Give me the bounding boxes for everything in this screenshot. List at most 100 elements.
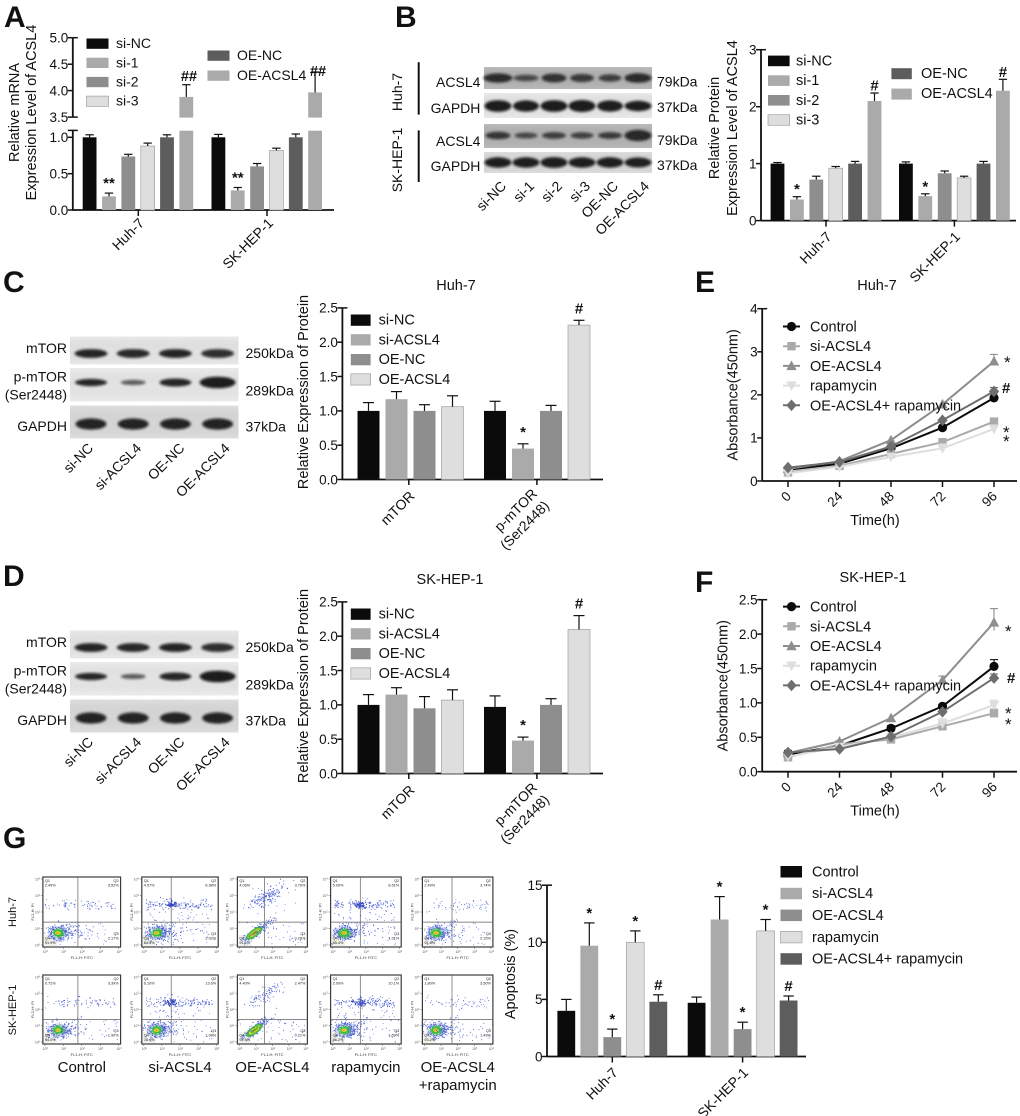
- svg-text:101: 101: [415, 927, 421, 931]
- svg-text:si-NC: si-NC: [796, 53, 832, 69]
- svg-text:103: 103: [287, 1047, 293, 1051]
- svg-text:Expression Level of ACSL4: Expression Level of ACSL4: [24, 25, 40, 201]
- svg-text:250kDa: 250kDa: [246, 639, 294, 655]
- svg-text:8.98%: 8.98%: [205, 884, 216, 888]
- svg-text:ACSL4: ACSL4: [436, 74, 481, 90]
- svg-text:37kDa: 37kDa: [657, 157, 698, 173]
- svg-text:##: ##: [181, 69, 197, 85]
- svg-text:si-NC: si-NC: [379, 607, 415, 623]
- svg-text:102: 102: [230, 1008, 236, 1012]
- svg-text:101: 101: [134, 927, 140, 931]
- svg-text:rapamycin: rapamycin: [810, 379, 877, 395]
- svg-text:FL1-H: FITC: FL1-H: FITC: [355, 955, 377, 960]
- svg-text:rapamycin: rapamycin: [810, 659, 877, 675]
- svg-text:0.0: 0.0: [50, 203, 69, 218]
- svg-text:100: 100: [237, 1047, 243, 1051]
- svg-text:101: 101: [35, 1024, 41, 1028]
- svg-text:102: 102: [80, 950, 86, 954]
- svg-text:1: 1: [749, 156, 757, 171]
- svg-text:8.51%: 8.51%: [388, 884, 399, 888]
- svg-text:Q1: Q1: [45, 977, 50, 981]
- svg-text:102: 102: [323, 1008, 329, 1012]
- svg-text:6.10%: 6.10%: [144, 982, 155, 986]
- svg-text:102: 102: [134, 910, 140, 914]
- svg-text:*: *: [520, 717, 526, 734]
- svg-text:100: 100: [134, 1040, 140, 1044]
- svg-text:#: #: [999, 64, 1008, 81]
- svg-text:3.76%: 3.76%: [295, 884, 306, 888]
- svg-text:Q1: Q1: [424, 879, 429, 883]
- svg-text:Q2: Q2: [394, 977, 399, 981]
- svg-text:13.6%: 13.6%: [205, 982, 216, 986]
- svg-text:101: 101: [61, 950, 67, 954]
- svg-text:104: 104: [397, 1047, 403, 1051]
- svg-text:si-1: si-1: [796, 73, 819, 89]
- svg-text:OE-ACSL4: OE-ACSL4: [810, 359, 882, 375]
- svg-text:101: 101: [347, 950, 353, 954]
- svg-text:103: 103: [196, 1047, 202, 1051]
- svg-text:*: *: [922, 178, 928, 195]
- svg-text:100: 100: [134, 943, 140, 947]
- svg-text:104: 104: [303, 950, 309, 954]
- svg-text:103: 103: [196, 950, 202, 954]
- svg-text:104: 104: [214, 1047, 220, 1051]
- svg-text:103: 103: [381, 1047, 387, 1051]
- svg-text:100: 100: [415, 943, 421, 947]
- svg-text:3.52%: 3.52%: [108, 884, 119, 888]
- svg-text:Huh-7: Huh-7: [389, 73, 405, 111]
- svg-text:C: C: [3, 266, 25, 299]
- svg-text:Huh-7: Huh-7: [7, 897, 19, 927]
- svg-text:101: 101: [347, 1047, 353, 1051]
- svg-text:E: E: [695, 266, 715, 299]
- svg-text:Absorbance(450nm): Absorbance(450nm): [726, 329, 742, 460]
- svg-text:Q4: Q4: [45, 937, 50, 941]
- svg-text:0.5: 0.5: [319, 732, 338, 747]
- svg-text:Q4: Q4: [333, 1034, 338, 1038]
- svg-text:2.09%: 2.09%: [333, 982, 344, 986]
- svg-text:Time(h): Time(h): [850, 804, 899, 820]
- svg-text:100: 100: [331, 1047, 337, 1051]
- svg-text:103: 103: [35, 992, 41, 996]
- svg-text:102: 102: [415, 910, 421, 914]
- svg-text:103: 103: [287, 950, 293, 954]
- svg-text:1.0: 1.0: [739, 696, 758, 711]
- svg-text:104: 104: [214, 950, 220, 954]
- svg-text:Absorbance(450nm): Absorbance(450nm): [716, 620, 732, 751]
- svg-text:FL1-H: FITC: FL1-H: FITC: [169, 1052, 191, 1057]
- svg-text:Relative Protein: Relative Protein: [707, 77, 723, 179]
- svg-text:Control: Control: [810, 600, 857, 616]
- svg-text:FL1-H: FITC: FL1-H: FITC: [446, 955, 468, 960]
- svg-text:Q1: Q1: [144, 977, 149, 981]
- svg-text:103: 103: [472, 950, 478, 954]
- svg-text:2.49%: 2.49%: [45, 884, 56, 888]
- svg-text:103: 103: [98, 950, 104, 954]
- svg-text:0.0: 0.0: [739, 765, 758, 780]
- svg-text:OE-ACSL4+ rapamycin: OE-ACSL4+ rapamycin: [810, 678, 961, 694]
- svg-text:Q3: Q3: [211, 932, 216, 936]
- svg-text:si-ACSL4: si-ACSL4: [810, 339, 871, 355]
- svg-text:102: 102: [364, 1047, 370, 1051]
- svg-text:Q1: Q1: [239, 879, 244, 883]
- svg-text:250kDa: 250kDa: [246, 345, 294, 361]
- svg-text:**: **: [103, 175, 115, 192]
- svg-text:Q3: Q3: [394, 1029, 399, 1033]
- svg-text:101: 101: [439, 950, 445, 954]
- svg-text:Control: Control: [810, 320, 857, 336]
- svg-text:2.0: 2.0: [319, 629, 338, 644]
- svg-text:104: 104: [489, 950, 495, 954]
- svg-text:Q2: Q2: [114, 977, 119, 981]
- svg-text:0.72%: 0.72%: [45, 982, 56, 986]
- svg-text:SK-HEP-1: SK-HEP-1: [7, 985, 19, 1036]
- svg-text:**: **: [232, 170, 244, 187]
- svg-text:*: *: [794, 181, 800, 198]
- svg-text:si-NC: si-NC: [116, 35, 151, 51]
- svg-text:(Ser2448): (Ser2448): [5, 681, 67, 697]
- svg-text:*: *: [1003, 423, 1010, 442]
- svg-text:*: *: [1005, 704, 1012, 723]
- svg-text:si-2: si-2: [796, 93, 819, 109]
- svg-text:*: *: [1003, 432, 1010, 451]
- svg-text:Q2: Q2: [486, 879, 491, 883]
- svg-text:103: 103: [35, 894, 41, 898]
- svg-text:p-mTOR: p-mTOR: [14, 369, 67, 385]
- svg-text:Q2: Q2: [300, 977, 305, 981]
